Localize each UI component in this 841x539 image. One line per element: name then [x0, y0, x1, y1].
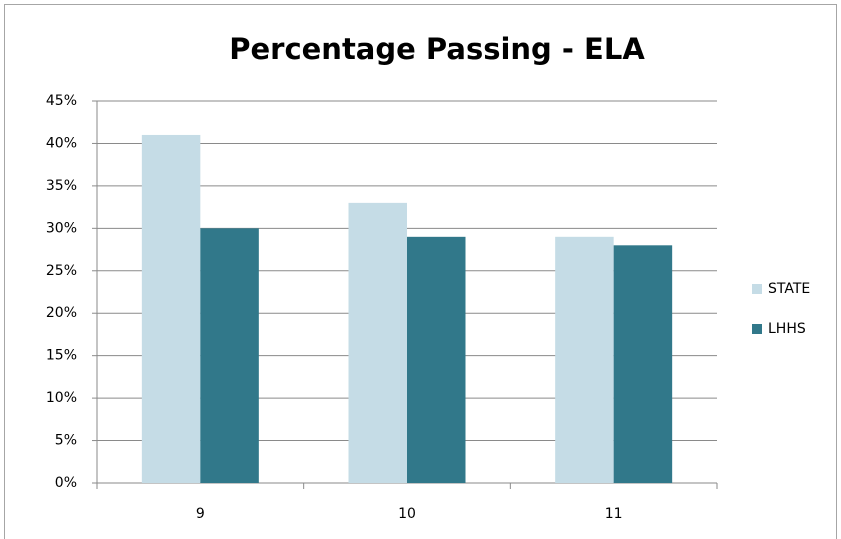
y-tick-label: 5% — [55, 433, 77, 449]
y-tick-label: 30% — [46, 220, 77, 236]
bar — [200, 228, 259, 483]
x-tick-label: 9 — [196, 506, 205, 522]
y-tick-label: 15% — [46, 348, 77, 364]
y-tick-label: 35% — [46, 178, 77, 194]
bar — [348, 202, 407, 483]
chart-title: Percentage Passing - ELA — [229, 32, 645, 66]
x-tick-label: 10 — [398, 506, 416, 522]
bar — [141, 134, 201, 483]
bar — [407, 236, 466, 483]
y-tick-label: 25% — [46, 263, 77, 279]
x-tick-label: 11 — [605, 506, 623, 522]
bar — [613, 245, 673, 483]
legend-swatch — [752, 324, 762, 334]
legend-label: STATE — [768, 281, 810, 297]
y-tick-label: 45% — [46, 93, 77, 109]
y-tick-label: 10% — [46, 390, 77, 406]
legend-swatch — [752, 284, 762, 294]
y-tick-label: 0% — [55, 475, 77, 491]
y-tick-label: 20% — [46, 305, 77, 321]
legend-label: LHHS — [768, 321, 806, 337]
bar — [555, 236, 614, 483]
y-tick-label: 40% — [46, 135, 77, 151]
